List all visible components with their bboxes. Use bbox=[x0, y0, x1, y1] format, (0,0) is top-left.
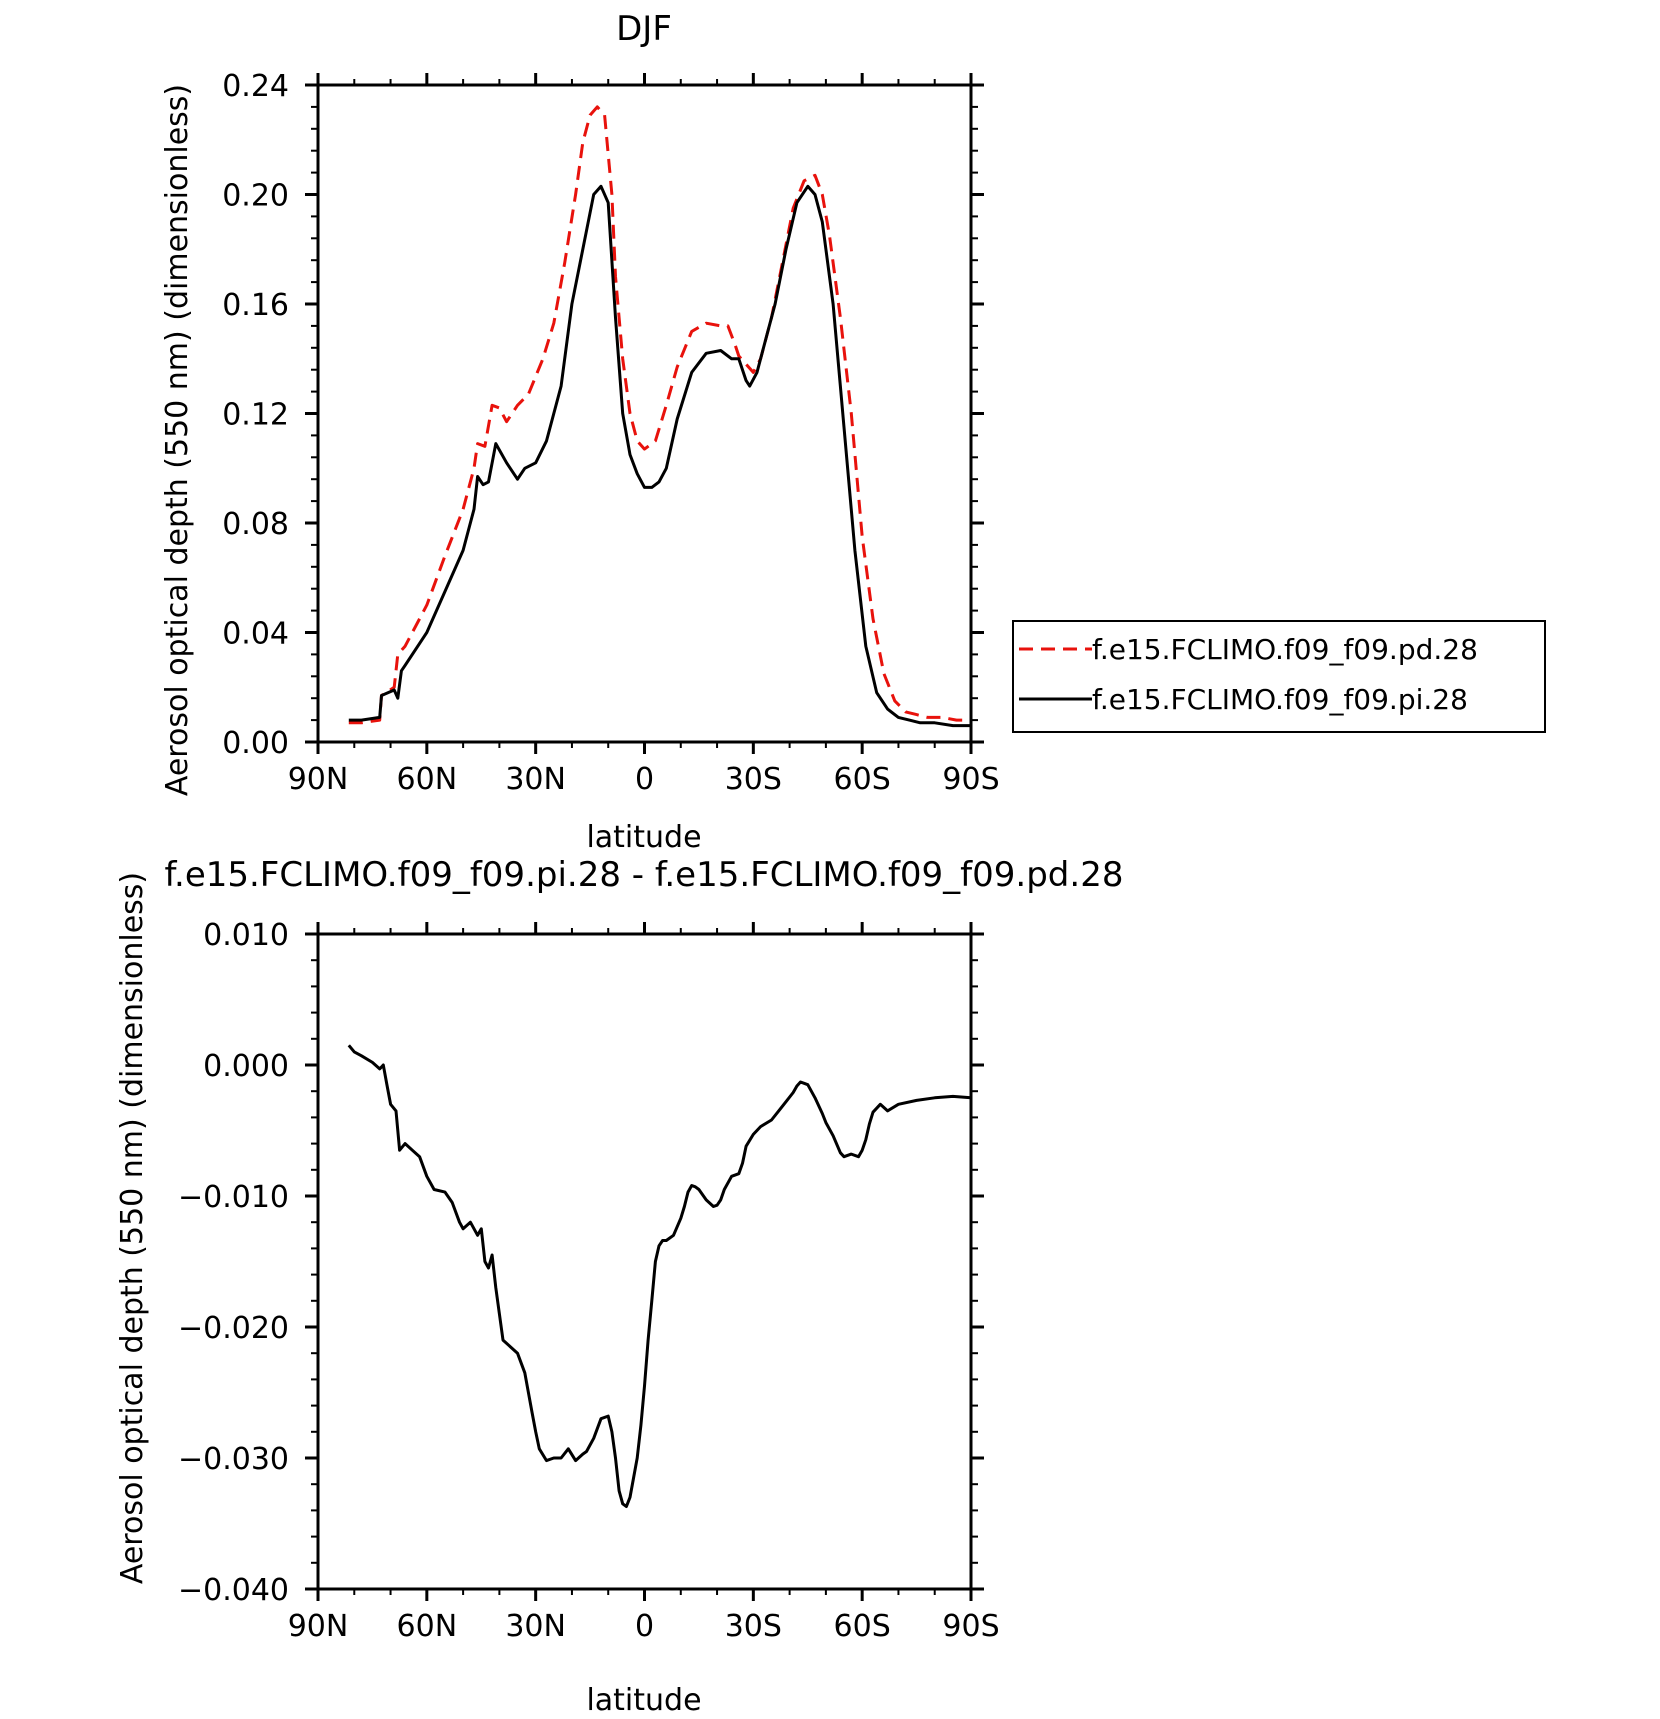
axis-ticks: 90N 60N 30N 0 30S 60S 90S 0.00 0.04 0.08 0.12 0.16 0… bbox=[222, 69, 999, 797]
y-tick-label: −0.030 bbox=[178, 1442, 289, 1477]
y-tick-label: −0.010 bbox=[178, 1180, 289, 1215]
x-axis-label: latitude bbox=[586, 820, 701, 855]
x-tick-label: 30N bbox=[505, 1609, 566, 1644]
legend-label-pd: f.e15.FCLIMO.f09_f09.pd.28 bbox=[1092, 633, 1478, 666]
plot-area bbox=[347, 1044, 972, 1508]
chart-title: DJF bbox=[616, 9, 672, 49]
legend-box bbox=[1012, 620, 1546, 733]
aod-line-chart: DJF Aerosol optical depth (550 nm) (dime… bbox=[160, 9, 1546, 855]
y-tick-label: 0.000 bbox=[203, 1049, 289, 1084]
y-tick-label: 0.00 bbox=[222, 726, 289, 761]
x-tick-label: 90N bbox=[288, 1609, 349, 1644]
plot-frame bbox=[316, 932, 973, 1591]
axis-ticks: 90N 60N 30N 0 30S 60S 90S 0.010 0.000 −0.010 −0.02… bbox=[178, 918, 1000, 1644]
y-tick-label: 0.20 bbox=[222, 179, 289, 214]
x-tick-label: 60S bbox=[834, 1609, 891, 1644]
plot-area bbox=[348, 105, 971, 728]
x-tick-label: 60N bbox=[397, 762, 458, 797]
y-tick-label: 0.010 bbox=[203, 918, 289, 953]
legend-label-pi: f.e15.FCLIMO.f09_f09.pi.28 bbox=[1092, 683, 1468, 716]
x-tick-label: 90S bbox=[942, 762, 999, 797]
y-tick-label: 0.24 bbox=[222, 69, 289, 104]
y-tick-label: 0.04 bbox=[222, 617, 289, 652]
series-line-0 bbox=[348, 105, 971, 725]
x-tick-label: 60S bbox=[834, 762, 891, 797]
x-axis-label: latitude bbox=[586, 1683, 701, 1718]
x-tick-label: 0 bbox=[635, 762, 654, 797]
y-tick-label: 0.16 bbox=[222, 288, 289, 323]
legend: f.e15.FCLIMO.f09_f09.pd.28 f.e15.FCLIMO.… bbox=[1012, 620, 1546, 733]
x-tick-label: 30S bbox=[725, 762, 782, 797]
y-tick-label: 0.12 bbox=[222, 398, 289, 433]
x-tick-label: 90S bbox=[942, 1609, 999, 1644]
y-tick-label: 0.08 bbox=[222, 507, 289, 542]
aod-difference-chart: f.e15.FCLIMO.f09_f09.pi.28 - f.e15.FCLIM… bbox=[115, 855, 1123, 1718]
x-tick-label: 30S bbox=[725, 1609, 782, 1644]
plot-frame bbox=[316, 83, 973, 744]
series-line-0 bbox=[347, 1044, 972, 1508]
y-axis-label: Aerosol optical depth (550 nm) (dimensio… bbox=[160, 84, 195, 796]
x-tick-label: 90N bbox=[288, 762, 349, 797]
x-tick-label: 30N bbox=[505, 762, 566, 797]
y-tick-label: −0.020 bbox=[178, 1311, 289, 1346]
y-axis-label: Aerosol optical depth (550 nm) (dimensio… bbox=[115, 872, 150, 1584]
x-tick-label: 60N bbox=[397, 1609, 458, 1644]
chart-title: f.e15.FCLIMO.f09_f09.pi.28 - f.e15.FCLIM… bbox=[165, 855, 1124, 895]
x-tick-label: 0 bbox=[635, 1609, 654, 1644]
series-line-1 bbox=[348, 184, 971, 728]
y-tick-label: −0.040 bbox=[178, 1573, 289, 1608]
